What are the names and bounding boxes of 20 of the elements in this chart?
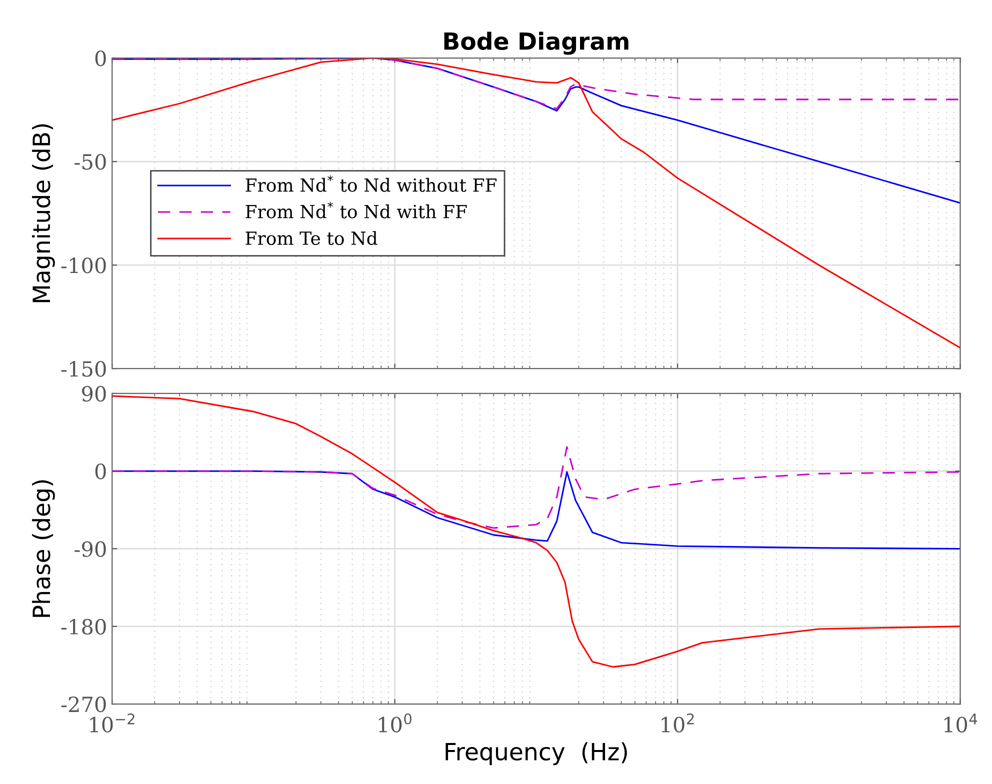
y-tick-label: -50 <box>74 154 106 170</box>
x-tick-label: 10$^{0}$ <box>379 713 412 732</box>
y-tick-label: -90 <box>74 541 106 557</box>
y-tick-label: -180 <box>61 618 106 635</box>
chart-title: Bode Diagram <box>444 32 628 55</box>
y-tick-label: -270 <box>61 696 106 712</box>
y-tick-label: 90 <box>82 386 106 402</box>
y-tick-label: 0 <box>95 464 106 480</box>
legend-label: From Nd$^{*}$ to Nd with FF <box>246 202 467 218</box>
legend-label: From Nd$^{*}$ to Nd without FF <box>246 175 497 192</box>
y-tick-label: -150 <box>61 361 106 377</box>
y-tick-label: -100 <box>61 258 106 274</box>
x-tick-label: 10$^{−2}$ <box>90 713 134 732</box>
legend-label: From Te to Nd <box>246 231 378 246</box>
x-tick-label: 10$^{4}$ <box>944 714 978 733</box>
y-axis-title: Magnitude (dB) <box>32 124 55 302</box>
x-axis-title: Frequency (Hz) <box>446 742 627 766</box>
y-axis-title: Phase (deg) <box>32 480 55 617</box>
x-tick-label: 10$^{2}$ <box>662 713 694 732</box>
y-tick-label: 0 <box>95 50 106 66</box>
